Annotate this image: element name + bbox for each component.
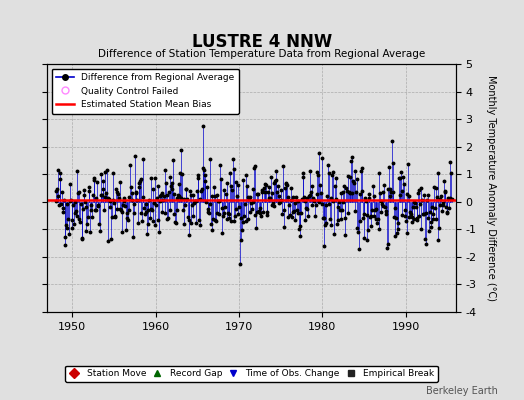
Text: Berkeley Earth: Berkeley Earth: [426, 386, 498, 396]
Text: Difference of Station Temperature Data from Regional Average: Difference of Station Temperature Data f…: [99, 49, 425, 59]
Text: LUSTRE 4 NNW: LUSTRE 4 NNW: [192, 33, 332, 51]
Legend: Station Move, Record Gap, Time of Obs. Change, Empirical Break: Station Move, Record Gap, Time of Obs. C…: [65, 366, 438, 382]
Y-axis label: Monthly Temperature Anomaly Difference (°C): Monthly Temperature Anomaly Difference (…: [486, 75, 496, 301]
